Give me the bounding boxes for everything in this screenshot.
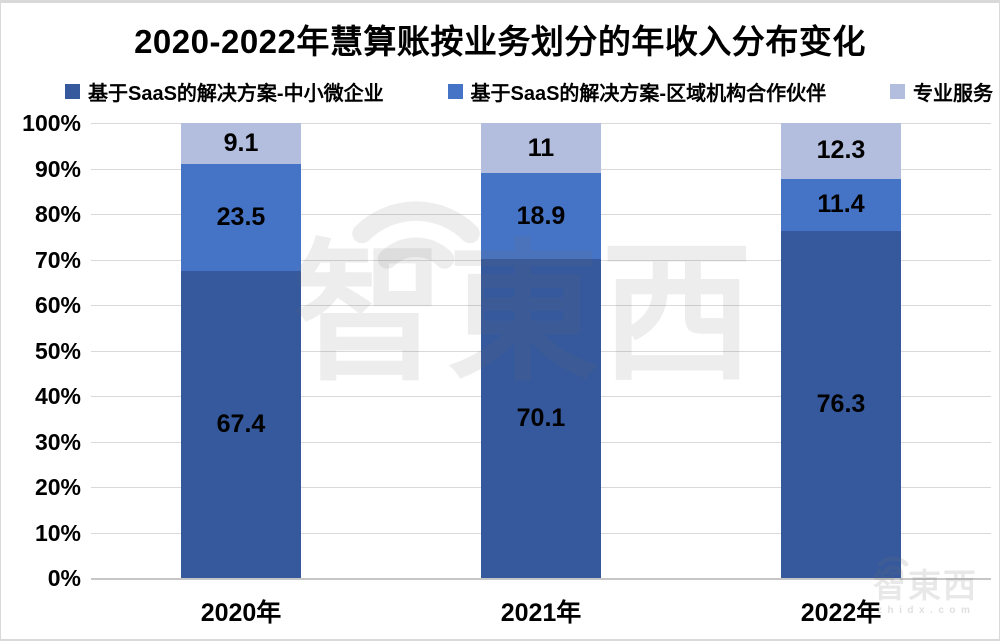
bar-segment: 11.4 bbox=[781, 178, 901, 231]
bar-value-label: 11 bbox=[527, 133, 555, 162]
legend-label: 专业服务 bbox=[913, 83, 993, 105]
bar-2022: 12.3 11.4 76.3 bbox=[781, 123, 901, 578]
bar-segment: 76.3 bbox=[781, 230, 901, 578]
bar-value-label: 76.3 bbox=[816, 389, 866, 418]
legend-marker bbox=[890, 84, 905, 99]
y-axis-tick-label: 90% bbox=[34, 155, 81, 182]
y-axis-tick-label: 70% bbox=[34, 246, 81, 273]
legend-label: 基于SaaS的解决方案-中小微企业 bbox=[88, 83, 384, 105]
bar-segment: 12.3 bbox=[781, 123, 901, 179]
y-axis-tick-label: 60% bbox=[34, 292, 81, 318]
bar-value-label: 70.1 bbox=[516, 404, 566, 432]
x-axis-category-label: 2021年 bbox=[500, 599, 582, 627]
legend-label: 基于SaaS的解决方案-区域机构合作伙伴 bbox=[470, 83, 827, 105]
bar-segment: 70.1 bbox=[481, 259, 601, 578]
y-axis-tick-label: 30% bbox=[34, 428, 81, 455]
y-axis-tick-label: 40% bbox=[34, 383, 81, 409]
bar-2020: 9.1 23.5 67.4 bbox=[181, 123, 301, 578]
x-axis-line bbox=[91, 578, 991, 580]
y-axis-tick-label: 10% bbox=[34, 519, 81, 546]
x-axis-category-label: 2020年 bbox=[200, 599, 282, 627]
legend-item: 基于SaaS的解决方案-区域机构合作伙伴 bbox=[447, 77, 827, 106]
bar-value-label: 23.5 bbox=[216, 203, 266, 232]
legend-marker bbox=[65, 84, 80, 99]
legend-marker bbox=[447, 84, 463, 99]
bar-segment: 18.9 bbox=[481, 173, 601, 260]
bar-value-label: 11.4 bbox=[817, 190, 865, 219]
y-axis-tick-label: 0% bbox=[47, 565, 81, 591]
chart-title: 2020-2022年慧算账按业务划分的年收入分布变化 bbox=[134, 23, 866, 60]
bar-value-label: 9.1 bbox=[223, 129, 259, 158]
bar-value-label: 18.9 bbox=[516, 201, 566, 230]
bar-segment: 23.5 bbox=[181, 164, 301, 272]
plot-area: 9.1 23.5 67.4 11 18.9 70.1 12.3 11.4 76.3 bbox=[91, 123, 991, 580]
legend-item: 基于SaaS的解决方案-中小微企业 bbox=[65, 77, 384, 106]
legend: 基于SaaS的解决方案-中小微企业 基于SaaS的解决方案-区域机构合作伙伴 专业服… bbox=[65, 77, 993, 106]
y-axis-tick-label: 50% bbox=[34, 337, 81, 364]
x-axis-category-label: 2022年 bbox=[800, 599, 882, 627]
y-axis-tick-label: 100% bbox=[22, 110, 81, 136]
bar-2021: 11 18.9 70.1 bbox=[481, 123, 601, 578]
bar-segment: 67.4 bbox=[181, 271, 301, 578]
y-axis-tick-label: 80% bbox=[34, 201, 81, 227]
bar-segment: 11 bbox=[481, 123, 601, 174]
y-axis-tick-label: 20% bbox=[34, 474, 81, 500]
bar-value-label: 12.3 bbox=[816, 136, 866, 165]
bar-value-label: 67.4 bbox=[216, 410, 266, 439]
bar-segment: 9.1 bbox=[181, 123, 301, 165]
legend-item: 专业服务 bbox=[890, 77, 993, 106]
